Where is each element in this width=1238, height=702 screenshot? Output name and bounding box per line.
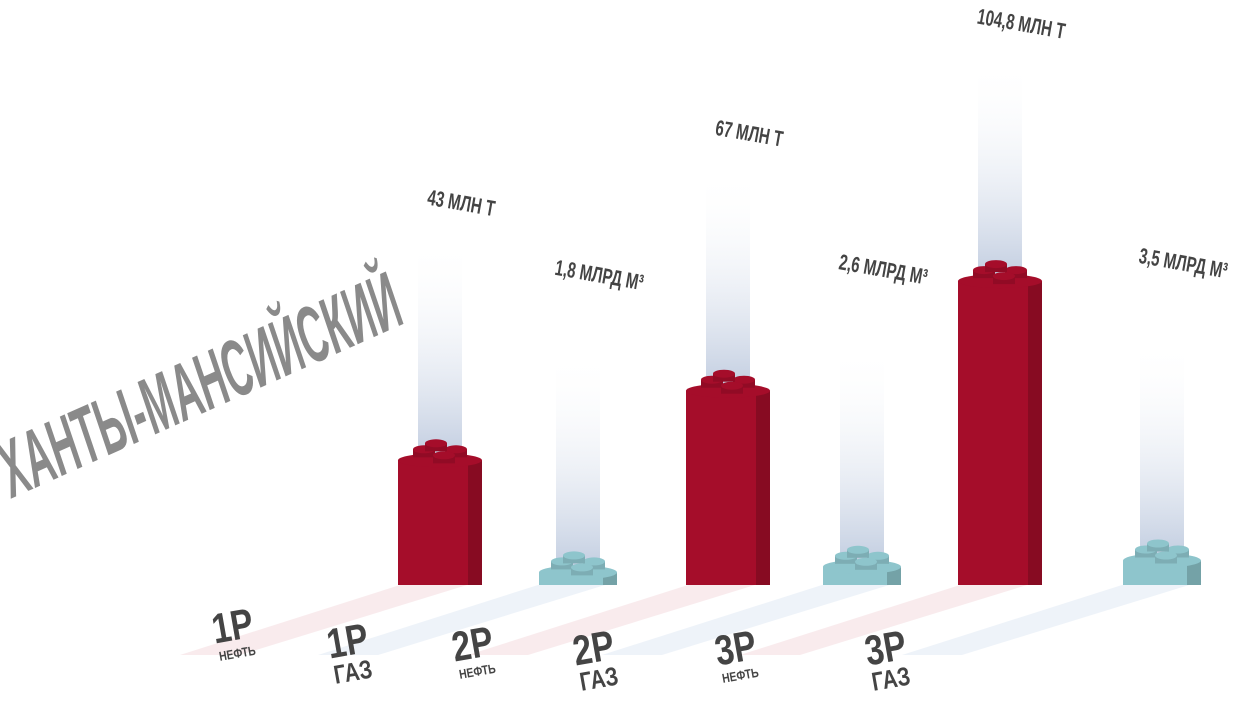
stud-top — [1167, 545, 1189, 554]
stud-top — [855, 557, 877, 566]
stud-top — [985, 260, 1007, 269]
value-label: 67 МЛН Т — [714, 115, 786, 151]
category: 1P — [323, 616, 372, 669]
bar-side — [1187, 560, 1201, 585]
stud-top — [425, 439, 447, 448]
sublabel: ГАЗ — [870, 661, 913, 696]
chart-title: ХАНТЫ-МАНСИЙСКИЙ — [0, 254, 416, 515]
sublabel: НЕФТЬ — [458, 662, 497, 683]
floor-shadow — [740, 581, 1040, 655]
floor-shadow — [602, 581, 902, 655]
floor-shadow — [180, 581, 480, 655]
floor-shadow — [468, 581, 768, 655]
sublabel: НЕФТЬ — [218, 644, 257, 665]
stud-top — [733, 375, 755, 384]
stud-top — [721, 381, 743, 390]
stud-top — [445, 445, 467, 454]
category: 3P — [711, 623, 760, 676]
bar-side — [1028, 281, 1042, 585]
bar-side — [468, 460, 482, 585]
sublabel: ГАЗ — [578, 661, 621, 696]
stud-top — [583, 557, 605, 566]
stud-top — [571, 563, 593, 572]
glow — [978, 61, 1022, 282]
stud-top — [433, 451, 455, 460]
value-label: 3,5 МЛРД М³ — [1137, 243, 1229, 283]
glow — [706, 170, 750, 391]
value-label: 2,6 МЛРД М³ — [837, 249, 929, 289]
floor-shadow — [902, 581, 1202, 655]
category: 2P — [569, 623, 618, 676]
value-label: 1,8 МЛРД М³ — [553, 255, 645, 295]
category: 1P — [208, 601, 257, 654]
stud-top — [1005, 266, 1027, 275]
category: 2P — [448, 619, 497, 672]
glow — [1140, 340, 1184, 561]
bar-side — [756, 390, 770, 585]
stud-top — [1147, 539, 1169, 548]
stud-top — [993, 272, 1015, 281]
stud-top — [563, 551, 585, 560]
floor-shadow — [318, 581, 618, 655]
stud-top — [713, 369, 735, 378]
glow — [840, 346, 884, 567]
sublabel: НЕФТЬ — [721, 666, 760, 687]
sublabel: ГАЗ — [332, 654, 375, 689]
glow — [556, 352, 600, 573]
stud-top — [867, 551, 889, 560]
category: 3P — [861, 623, 910, 676]
glow — [418, 240, 462, 461]
value-label: 104,8 МЛН Т — [975, 4, 1067, 44]
stud-top — [1155, 551, 1177, 560]
stud-top — [847, 545, 869, 554]
value-label: 43 МЛН Т — [426, 185, 498, 221]
